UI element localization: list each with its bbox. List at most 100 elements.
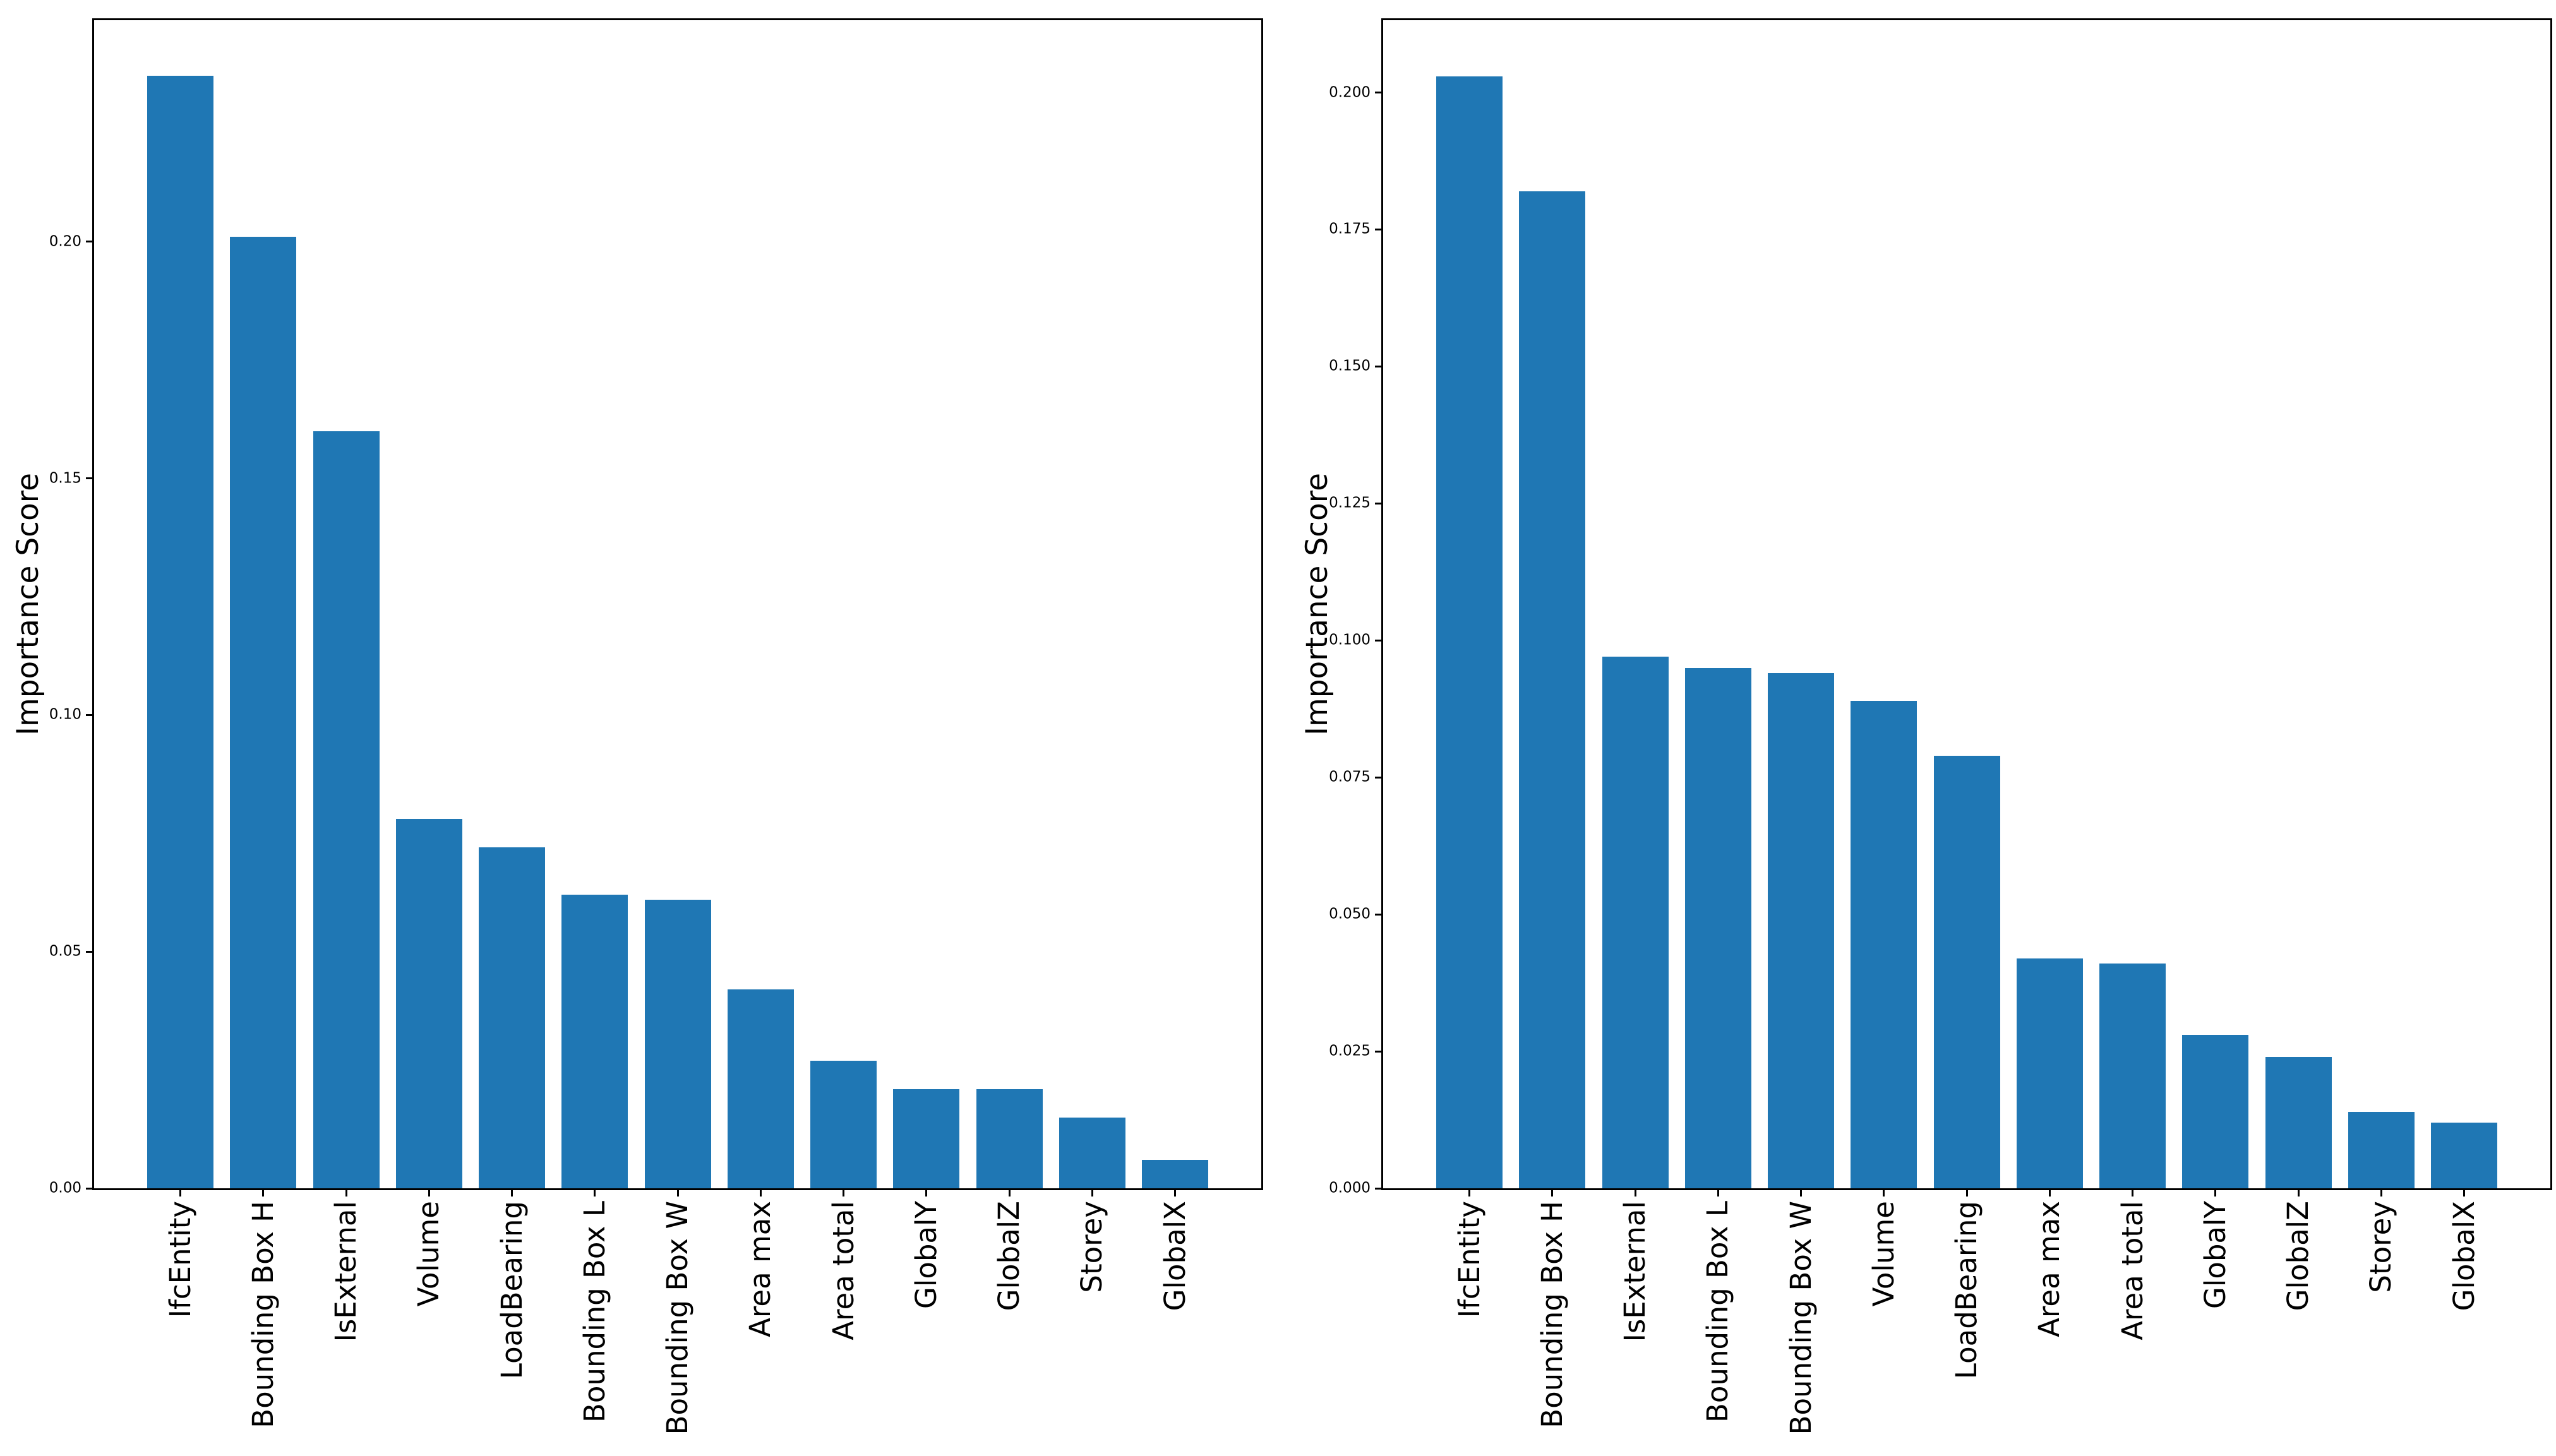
x-tick-label: GlobalY: [909, 1201, 943, 1310]
y-tick-label: 0.150: [1329, 357, 1371, 374]
y-axis-label: Importance Score: [10, 473, 45, 736]
x-tick-mark: [1551, 1190, 1554, 1196]
y-tick-label: 0.000: [1329, 1179, 1371, 1196]
x-tick-label: IfcEntity: [163, 1201, 197, 1318]
bar-GlobalZ: [2265, 1056, 2332, 1188]
x-tick-mark: [676, 1190, 679, 1196]
y-axis-label-wrap: Importance Score: [10, 20, 45, 1188]
x-tick-label: IfcEntity: [1452, 1201, 1486, 1318]
y-axis-label-wrap: Importance Score: [1299, 20, 1335, 1188]
y-tick-label: 0.075: [1329, 768, 1371, 785]
x-tick-label: Storey: [1075, 1201, 1109, 1293]
y-tick-mark: [86, 477, 92, 480]
x-tick-label: Bounding Box H: [1535, 1201, 1569, 1428]
y-axis-label: Importance Score: [1299, 473, 1335, 736]
y-tick-mark: [1375, 92, 1381, 94]
x-tick-mark: [345, 1190, 347, 1196]
bar-Area max: [2016, 958, 2083, 1188]
feature-importance-chart-right: Importance Score 0.000 0.025 0.050 0.075 0.1…: [1300, 0, 2556, 1456]
x-tick-mark: [1717, 1190, 1719, 1196]
x-tick-label: Area total: [2115, 1201, 2149, 1340]
x-tick-mark: [2214, 1190, 2217, 1196]
y-tick-mark: [1375, 1050, 1381, 1053]
x-tick-mark: [2463, 1190, 2465, 1196]
bar-Bounding Box H: [230, 237, 297, 1188]
x-tick-mark: [511, 1190, 513, 1196]
bar-Storey: [2348, 1111, 2415, 1188]
x-tick-label: Area total: [826, 1201, 860, 1340]
y-tick-label: 0.10: [49, 706, 81, 723]
x-tick-mark: [262, 1190, 265, 1196]
x-tick-mark: [594, 1190, 596, 1196]
x-tick-label: Volume: [1866, 1201, 1900, 1307]
bar-GlobalX: [2431, 1122, 2497, 1188]
x-tick-label: Volume: [412, 1201, 446, 1307]
x-tick-label: Bounding Box W: [661, 1201, 694, 1435]
plot-area-left: Importance Score 0.00 0.05 0.10 0.15 0.20 Ifc…: [11, 18, 1263, 1435]
x-tick-label: Bounding Box L: [1701, 1201, 1735, 1423]
x-tick-mark: [1091, 1190, 1093, 1196]
x-tick-label: Area max: [743, 1201, 777, 1337]
x-tick-mark: [1174, 1190, 1176, 1196]
y-tick-mark: [1375, 365, 1381, 367]
y-tick-mark: [1375, 228, 1381, 230]
x-tick-label: IsExternal: [1618, 1201, 1652, 1342]
x-tick-label: GlobalZ: [2281, 1201, 2315, 1311]
y-tick-label: 0.125: [1329, 494, 1371, 511]
y-tick-mark: [86, 241, 92, 243]
x-tick-label: LoadBearing: [1950, 1201, 1983, 1380]
bar-Area total: [2099, 964, 2166, 1188]
y-tick-mark: [86, 1187, 92, 1190]
x-tick-label: GlobalX: [1158, 1201, 1192, 1311]
x-tick-label: GlobalZ: [992, 1201, 1026, 1311]
x-tick-mark: [1468, 1190, 1470, 1196]
bar-GlobalY: [2182, 1035, 2249, 1188]
bar-Volume: [1851, 700, 1917, 1188]
bar-Bounding Box L: [1684, 667, 1751, 1188]
x-tick-mark: [1965, 1190, 1968, 1196]
x-tick-mark: [1008, 1190, 1011, 1196]
bar-Area total: [810, 1060, 877, 1188]
x-tick-label: IsExternal: [329, 1201, 363, 1342]
x-tick-mark: [2048, 1190, 2051, 1196]
bar-Volume: [395, 819, 462, 1188]
y-tick-mark: [1375, 502, 1381, 504]
y-tick-mark: [1375, 639, 1381, 641]
y-tick-mark: [1375, 913, 1381, 916]
y-tick-mark: [86, 950, 92, 953]
bar-GlobalX: [1142, 1160, 1208, 1188]
y-tick-label: 0.025: [1329, 1042, 1371, 1059]
bar-Bounding Box W: [1768, 673, 1834, 1188]
y-tick-label: 0.05: [49, 943, 81, 960]
bar-Bounding Box W: [644, 899, 711, 1188]
x-tick-label: LoadBearing: [495, 1201, 529, 1380]
y-tick-mark: [1375, 776, 1381, 779]
y-tick-mark: [1375, 1187, 1381, 1190]
bar-LoadBearing: [1933, 755, 2000, 1188]
x-tick-label: Bounding Box L: [577, 1201, 611, 1423]
y-tick-mark: [86, 713, 92, 716]
x-tick-label: Bounding Box W: [1784, 1201, 1818, 1435]
bar-Storey: [1059, 1117, 1125, 1188]
bar-Bounding Box L: [561, 895, 628, 1188]
feature-importance-chart-left: Importance Score 0.00 0.05 0.10 0.15 0.20 Ifc…: [11, 0, 1267, 1456]
y-tick-label: 0.100: [1329, 631, 1371, 648]
y-tick-label: 0.175: [1329, 220, 1371, 237]
bar-IfcEntity: [1436, 76, 1503, 1188]
x-tick-mark: [2297, 1190, 2300, 1196]
bar-LoadBearing: [479, 847, 545, 1188]
bar-GlobalY: [893, 1089, 960, 1188]
bar-IfcEntity: [147, 76, 213, 1188]
x-tick-mark: [428, 1190, 430, 1196]
x-tick-mark: [1800, 1190, 1802, 1196]
plot-area-right: Importance Score 0.000 0.025 0.050 0.075 0.1…: [1300, 18, 2552, 1435]
x-tick-mark: [925, 1190, 928, 1196]
x-tick-label: GlobalX: [2447, 1201, 2481, 1311]
x-tick-mark: [2380, 1190, 2382, 1196]
bar-IsExternal: [1602, 657, 1669, 1188]
y-tick-label: 0.200: [1329, 84, 1371, 101]
y-tick-label: 0.15: [49, 470, 81, 487]
bar-Bounding Box H: [1519, 191, 1586, 1188]
x-tick-mark: [759, 1190, 762, 1196]
